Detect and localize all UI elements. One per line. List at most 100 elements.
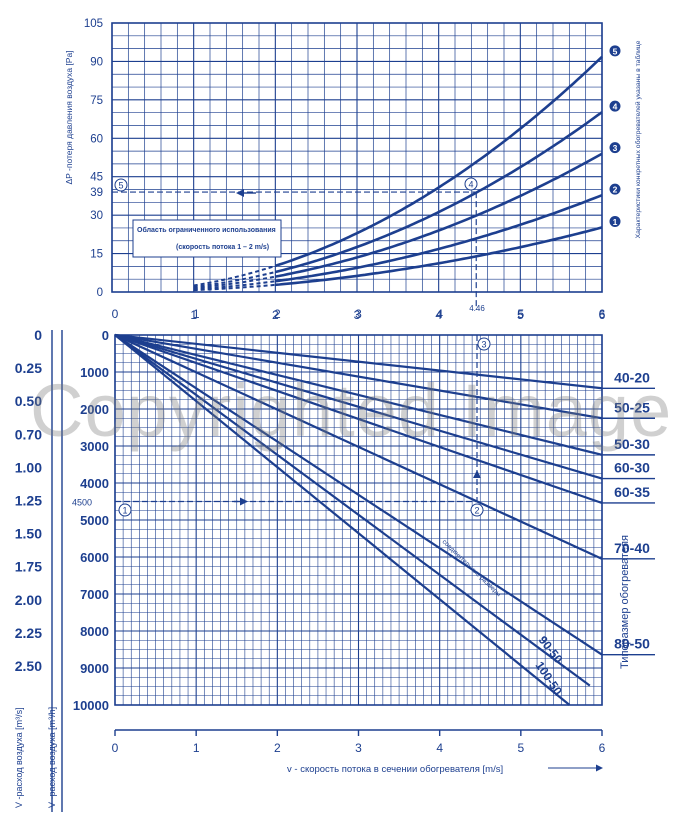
y-axis-label-s: V -расход воздуха [m³/s] xyxy=(14,707,24,808)
series-label: 80-50 xyxy=(614,636,650,652)
series-badge xyxy=(609,142,621,154)
y-axis-label-h: V -расход воздуха [m³/h] xyxy=(47,707,57,808)
x-tick-label: 5 xyxy=(517,308,524,322)
series-label: 70-40 xyxy=(614,540,650,556)
x-tick-label: 4 xyxy=(435,308,442,322)
series-curve xyxy=(275,193,603,283)
marker-label: 4 xyxy=(468,180,473,190)
series-line xyxy=(114,333,603,480)
annotation-subtitle: (скорость потока 1 – 2 m/s) xyxy=(176,244,269,251)
series-badge-label: 2 xyxy=(613,185,618,195)
marker-circle xyxy=(118,503,132,517)
series-badge-label: 1 xyxy=(613,217,618,227)
series-line xyxy=(114,333,603,505)
series-curve xyxy=(274,111,603,274)
marker-circle xyxy=(464,177,478,191)
y-tick-label-s: 1.00 xyxy=(15,459,42,475)
top-x-tick-label: 4 xyxy=(436,307,443,321)
marker-circle xyxy=(114,178,128,192)
pressure-chart-grid xyxy=(111,22,603,293)
series-line xyxy=(114,333,603,456)
annotation-box xyxy=(132,219,282,258)
right-note: Характеристики конкретных обогревателей … xyxy=(634,40,642,238)
x-tick-label: 1 xyxy=(193,741,200,755)
y-tick-label-s: 0 xyxy=(34,327,42,343)
series-curve xyxy=(275,152,603,278)
annotation-title: Область ограниченного использования xyxy=(137,226,276,234)
y-tick-label-s: 2.25 xyxy=(15,625,42,641)
y-tick-label: 45 xyxy=(90,172,103,184)
marker-label: 5 xyxy=(118,181,123,191)
x-axis-label: v - скорость потока в сечении обогревате… xyxy=(287,764,503,775)
x-tick-label: 3 xyxy=(355,741,362,755)
y-tick-label: 75 xyxy=(90,95,103,107)
y-tick-label-s: 1.50 xyxy=(15,526,42,542)
arrow-up-icon xyxy=(473,470,482,478)
flow-chart-grid xyxy=(114,334,603,706)
y-tick-label: 105 xyxy=(84,18,103,30)
series-note: соединительные размеры xyxy=(441,538,503,598)
y-tick-label-h: 4000 xyxy=(80,476,109,491)
y-tick-label-h: 2000 xyxy=(80,402,109,417)
x-tick-label: 2 xyxy=(272,308,279,322)
y-tick-label-h: 8000 xyxy=(80,624,109,639)
series-line xyxy=(114,334,603,656)
series-label: 60-35 xyxy=(614,484,650,500)
series-line xyxy=(114,334,591,687)
marker-label: 3 xyxy=(481,340,486,350)
series-curve xyxy=(275,226,603,287)
top-x-tick-label: 0 xyxy=(112,307,119,321)
marker-circle xyxy=(477,337,491,351)
series-line xyxy=(114,334,603,560)
example-value-label: 4500 xyxy=(72,498,92,508)
arrow-right-icon xyxy=(596,764,603,772)
marker-label: 1 xyxy=(122,506,127,516)
y-tick-label: 90 xyxy=(90,56,103,68)
top-x-tick-label: 1 xyxy=(193,307,200,321)
y-tick-label-s: 2.00 xyxy=(15,592,42,608)
x-tick-label: 1 xyxy=(190,308,197,322)
y-tick-label-s: 0.25 xyxy=(15,360,42,376)
y-axis-label: ΔP -потеря давления воздуха [Pa] xyxy=(64,50,74,184)
series-badge-label: 4 xyxy=(613,102,618,112)
y-tick-label: 30 xyxy=(90,210,103,222)
x-tick-label: 4 xyxy=(436,741,443,755)
y-tick-label-h: 0 xyxy=(102,328,109,343)
example-x-label: 4.46 xyxy=(469,304,485,313)
series-badge-label: 5 xyxy=(613,46,618,56)
y-tick-label-h: 9000 xyxy=(80,661,109,676)
series-line xyxy=(114,334,571,706)
y-tick-label-s: 1.75 xyxy=(15,559,42,575)
x-tick-label: 0 xyxy=(112,741,119,755)
series-badge xyxy=(609,100,621,112)
series-line xyxy=(114,333,603,390)
y-tick-label-h: 5000 xyxy=(80,513,109,528)
series-curve-dashed xyxy=(193,280,276,291)
y-tick-label-s: 2.50 xyxy=(15,658,42,674)
y-tick-label-s: 0.70 xyxy=(15,426,42,442)
top-x-tick-label: 2 xyxy=(274,307,281,321)
series-curve-dashed xyxy=(193,283,276,292)
right-title: Типоразмер обогревателя xyxy=(619,535,631,669)
y-tick-label: 60 xyxy=(90,133,103,145)
top-x-tick-label: 3 xyxy=(355,307,362,321)
series-label: 50-30 xyxy=(614,436,650,452)
x-tick-label: 2 xyxy=(274,741,281,755)
series-label: 60-30 xyxy=(614,460,650,476)
series-label: 40-20 xyxy=(614,369,650,385)
x-tick-label: 3 xyxy=(354,308,361,322)
series-badge xyxy=(609,45,621,57)
top-x-tick-label: 6 xyxy=(599,307,606,321)
plot-frame xyxy=(114,334,603,706)
series-badge xyxy=(609,183,621,195)
y-tick-label: 15 xyxy=(90,249,103,261)
y-tick-label-h: 10000 xyxy=(73,698,109,713)
series-curve xyxy=(274,55,603,268)
top-x-tick-label: 5 xyxy=(517,307,524,321)
y-tick-label-h: 3000 xyxy=(80,439,109,454)
plot-frame xyxy=(111,22,603,293)
y-tick-label: 0 xyxy=(97,287,103,299)
marker-label: 2 xyxy=(474,506,479,516)
series-badge-label: 3 xyxy=(613,143,618,153)
